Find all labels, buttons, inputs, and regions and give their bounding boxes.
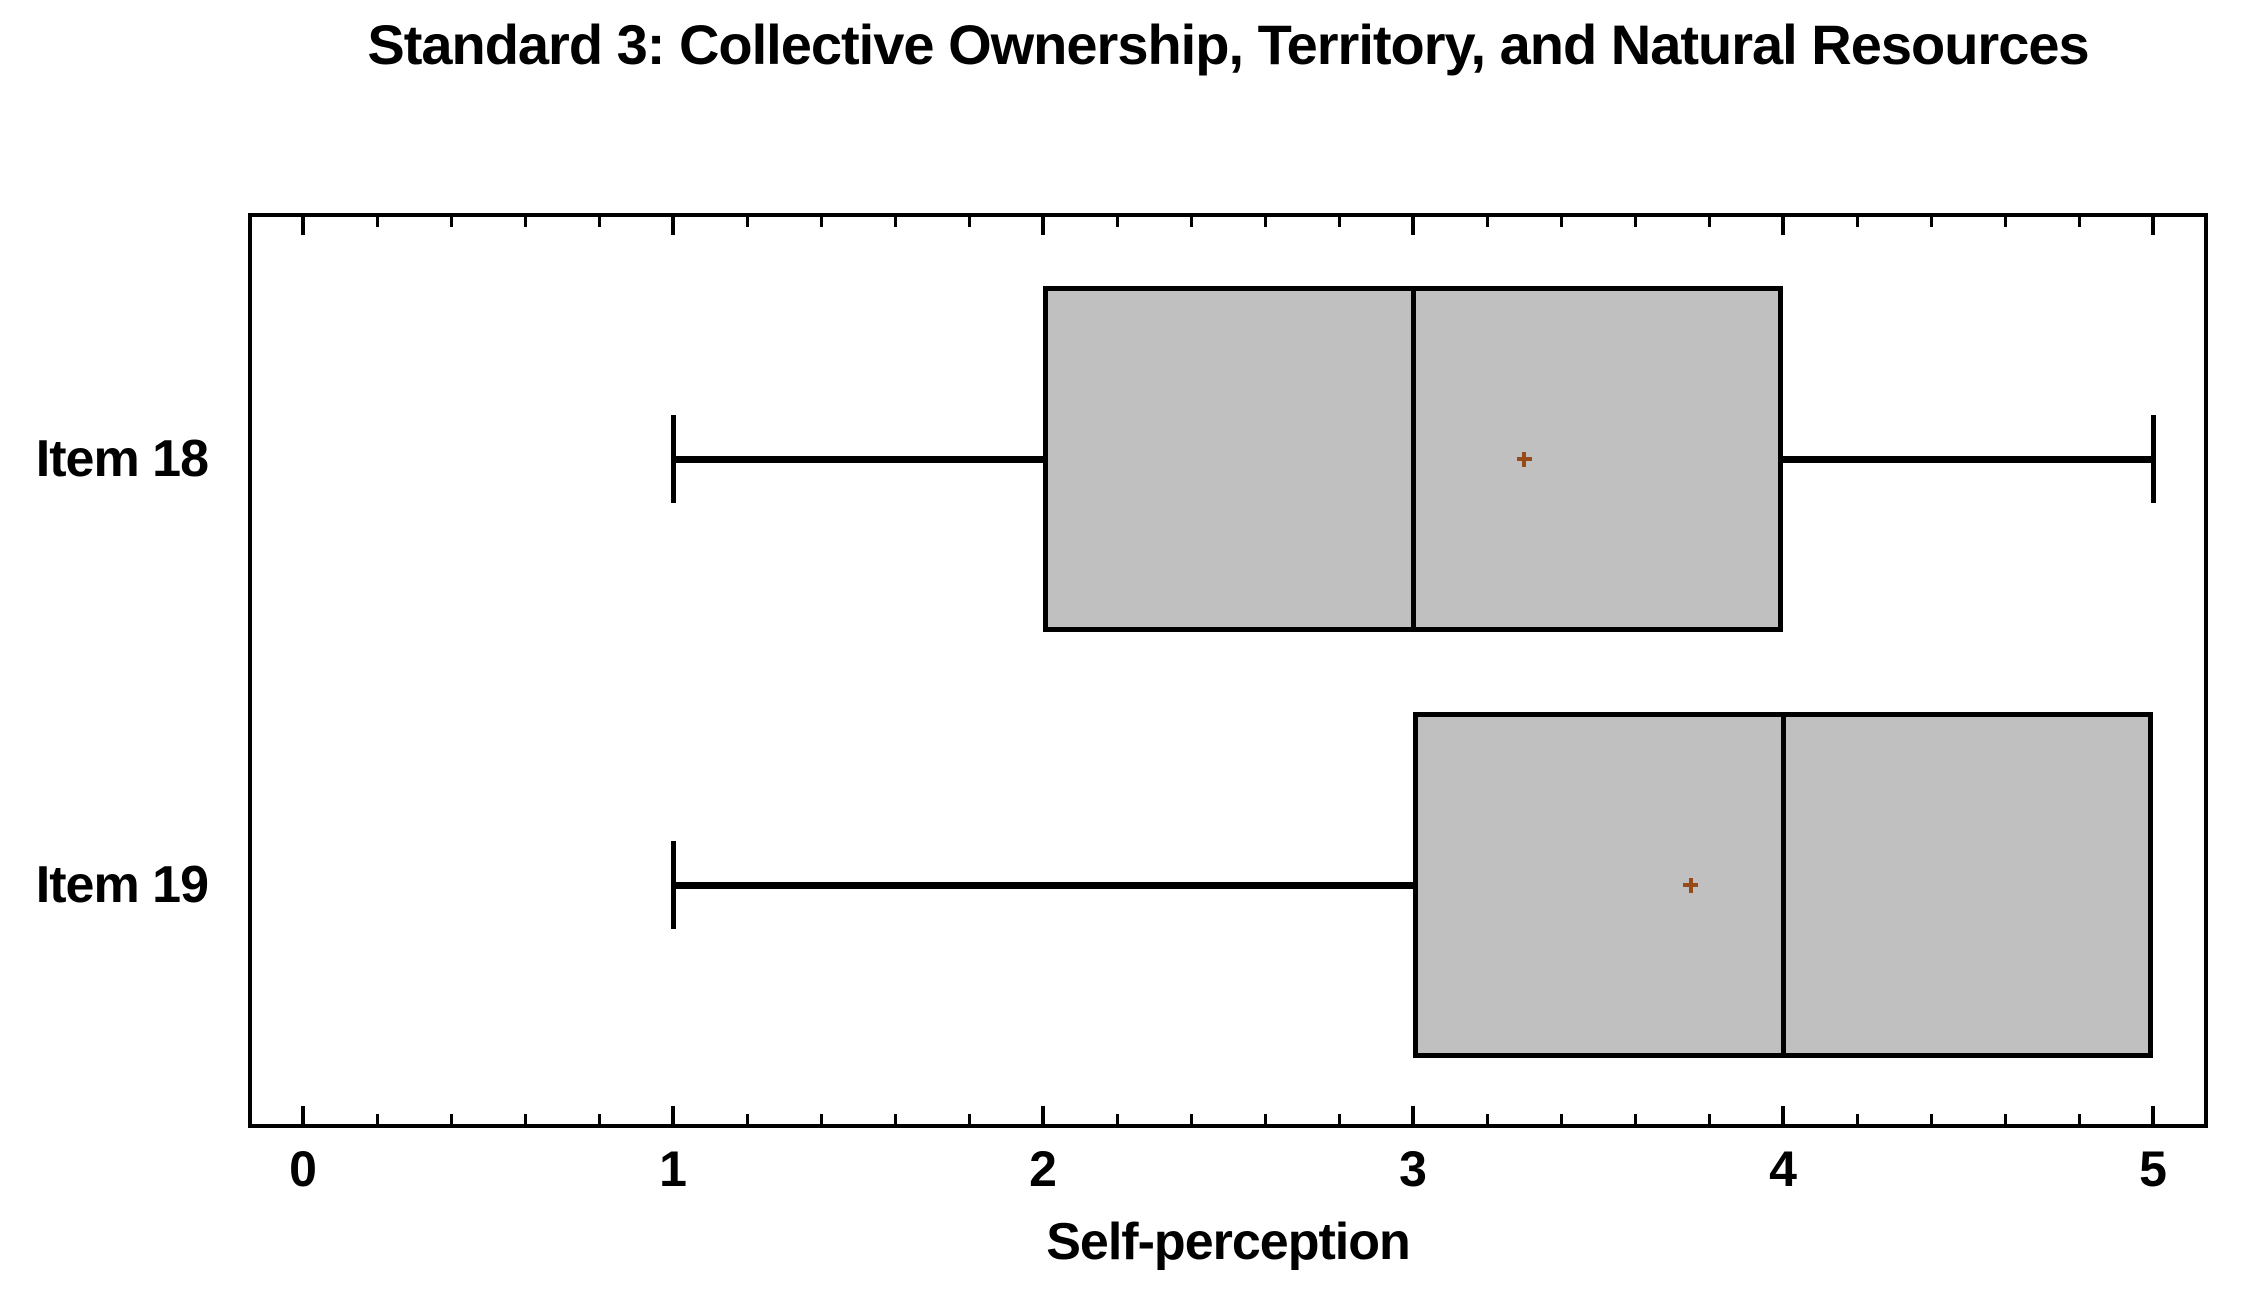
x-axis-major-tick — [1411, 217, 1415, 235]
x-axis-minor-tick — [1707, 217, 1711, 227]
x-axis-minor-tick — [2003, 1114, 2007, 1124]
x-axis-major-tick — [301, 217, 305, 235]
x-axis-minor-tick — [1485, 1114, 1489, 1124]
x-axis-minor-tick — [2077, 1114, 2081, 1124]
whisker-cap-max — [2150, 415, 2156, 503]
x-axis-minor-tick — [1115, 1114, 1119, 1124]
x-axis-minor-tick — [893, 1114, 897, 1124]
x-axis-minor-tick — [1559, 217, 1563, 227]
whisker-line-left — [673, 881, 1413, 889]
x-axis-minor-tick — [967, 217, 971, 227]
x-axis-minor-tick — [1559, 1114, 1563, 1124]
x-axis-major-tick — [301, 1106, 305, 1124]
x-axis-minor-tick — [1633, 217, 1637, 227]
x-axis-minor-tick — [819, 217, 823, 227]
x-axis-tick-label: 5 — [2139, 1141, 2167, 1197]
x-axis-minor-tick — [2077, 217, 2081, 227]
x-axis-minor-tick — [597, 1114, 601, 1124]
mean-marker — [1516, 451, 1532, 467]
x-axis-tick-label: 4 — [1769, 1141, 1797, 1197]
x-axis-major-tick — [2151, 217, 2155, 235]
x-axis-minor-tick — [523, 1114, 527, 1124]
x-axis-minor-tick — [893, 217, 897, 227]
x-axis-minor-tick — [1707, 1114, 1711, 1124]
x-axis-minor-tick — [2003, 217, 2007, 227]
x-axis-minor-tick — [1485, 217, 1489, 227]
x-axis-minor-tick — [1263, 1114, 1267, 1124]
x-axis-major-tick — [671, 217, 675, 235]
x-axis-major-tick — [1781, 217, 1785, 235]
x-axis-minor-tick — [1633, 1114, 1637, 1124]
x-axis-minor-tick — [449, 217, 453, 227]
x-axis-minor-tick — [967, 1114, 971, 1124]
whisker-line-left — [673, 455, 1043, 463]
x-axis-tick-label: 2 — [1029, 1141, 1057, 1197]
plot-area — [248, 213, 2208, 1128]
x-axis-tick-label: 3 — [1399, 1141, 1427, 1197]
x-axis-minor-tick — [597, 217, 601, 227]
x-axis-minor-tick — [1855, 217, 1859, 227]
x-axis-minor-tick — [1929, 217, 1933, 227]
x-axis-minor-tick — [745, 217, 749, 227]
y-axis-category-label: Item 19 — [35, 856, 209, 914]
x-axis-tick-label: 0 — [289, 1141, 317, 1197]
x-axis-major-tick — [671, 1106, 675, 1124]
y-axis-category-label: Item 18 — [35, 430, 209, 488]
x-axis-major-tick — [2151, 1106, 2155, 1124]
x-axis-minor-tick — [523, 217, 527, 227]
x-axis-minor-tick — [449, 1114, 453, 1124]
x-axis-minor-tick — [819, 1114, 823, 1124]
x-axis-minor-tick — [375, 217, 379, 227]
mean-marker — [1683, 877, 1698, 893]
x-axis-major-tick — [1041, 1106, 1045, 1124]
mean-marker-vbar — [1688, 877, 1693, 893]
x-axis-minor-tick — [375, 1114, 379, 1124]
whisker-line-right — [1783, 455, 2153, 463]
whisker-cap-min — [670, 841, 676, 929]
x-axis-minor-tick — [1263, 217, 1267, 227]
median-line — [1410, 286, 1416, 632]
x-axis-major-tick — [1781, 1106, 1785, 1124]
x-axis-major-tick — [1041, 217, 1045, 235]
chart-title: Standard 3: Collective Ownership, Territ… — [367, 13, 2089, 76]
whisker-cap-min — [670, 415, 676, 503]
x-axis-minor-tick — [1929, 1114, 1933, 1124]
x-axis-minor-tick — [1337, 217, 1341, 227]
x-axis-minor-tick — [745, 1114, 749, 1124]
x-axis-minor-tick — [1189, 1114, 1193, 1124]
x-axis-minor-tick — [1115, 217, 1119, 227]
median-line — [1780, 712, 1786, 1058]
x-axis-minor-tick — [1855, 1114, 1859, 1124]
x-axis-major-tick — [1411, 1106, 1415, 1124]
x-axis-minor-tick — [1189, 217, 1193, 227]
x-axis-title: Self-perception — [1046, 1213, 1411, 1271]
x-axis-tick-label: 1 — [659, 1141, 687, 1197]
mean-marker-vbar — [1522, 451, 1526, 467]
x-axis-minor-tick — [1337, 1114, 1341, 1124]
